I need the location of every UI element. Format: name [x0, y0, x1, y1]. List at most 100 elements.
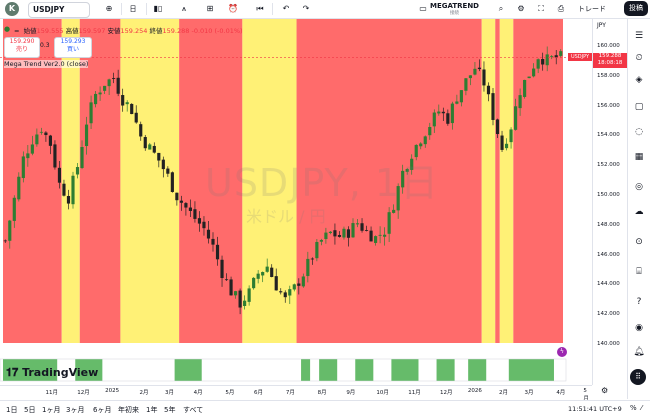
trend-zone-bull	[242, 19, 297, 343]
help-icon[interactable]: ?	[636, 297, 642, 307]
clock-label[interactable]: 11:51:41 UTC+9	[568, 405, 622, 413]
lightning-icon[interactable]: ϟ	[557, 347, 567, 357]
search-icon[interactable]: ⌕	[498, 4, 504, 13]
time-tick-label: 8月	[317, 390, 327, 396]
axis-settings-icon[interactable]: ⚙	[601, 386, 609, 395]
trade-button[interactable]: トレード	[578, 5, 606, 13]
ideas-bulb-icon[interactable]: ◌	[635, 127, 643, 137]
timeframe-button[interactable]: 日	[129, 5, 137, 13]
post-button[interactable]: 投稿	[624, 1, 648, 16]
candle-down	[66, 195, 71, 204]
range-button[interactable]: 5日	[24, 406, 36, 414]
calendar-icon[interactable]: ▦	[634, 152, 644, 162]
last-symbol-tag: USDJPY	[568, 53, 592, 61]
trend-zone-bull	[61, 19, 80, 343]
replay-icon[interactable]: ⏮	[256, 4, 264, 13]
range-button[interactable]: 5年	[164, 406, 176, 414]
right-sidebar	[627, 19, 650, 399]
screener-icon[interactable]: ⌸	[636, 267, 642, 277]
candle-down	[364, 230, 369, 231]
candle-up	[107, 79, 111, 87]
watchlist-icon[interactable]: ☰	[634, 31, 644, 41]
apps-grid-icon[interactable]: ⠿	[630, 369, 646, 385]
lower-indicator-bar	[319, 359, 338, 381]
notification-bell-icon[interactable]: 🔔︎	[633, 347, 645, 357]
alert-clock-icon[interactable]: ⏰	[228, 4, 238, 13]
range-button[interactable]: 6ヶ月	[93, 406, 112, 414]
candle-type-icon[interactable]: ▮▯	[153, 4, 163, 13]
templates-grid-icon[interactable]: ⊞	[206, 4, 214, 13]
candle-down	[441, 111, 445, 114]
range-button[interactable]: 1日	[6, 406, 18, 414]
lower-gap	[242, 343, 297, 361]
candle-down	[500, 135, 504, 150]
trend-zone-bear	[495, 19, 500, 343]
profile-avatar[interactable]: K	[5, 2, 19, 16]
indicators-chart-icon[interactable]: ⩚	[181, 4, 187, 13]
candle-down	[121, 95, 125, 106]
candle-down	[48, 135, 52, 146]
candle-down	[152, 145, 156, 153]
settings-gear-icon[interactable]: ⚙	[517, 4, 525, 13]
range-button[interactable]: 1年	[146, 406, 158, 414]
candle-down	[175, 192, 179, 201]
sell-button[interactable]: 159.290 売り	[4, 37, 40, 58]
layout-icon[interactable]: ▭	[419, 4, 427, 13]
layers-icon[interactable]: ◈	[635, 75, 643, 85]
signal-icon[interactable]: ◎	[635, 182, 643, 192]
candle-up	[423, 136, 427, 145]
fullscreen-icon[interactable]: ⛶	[538, 4, 544, 13]
indicator-label[interactable]: Mega Trend Ver2.0 (close)	[4, 60, 89, 68]
time-axis[interactable]: 11月 12月 2025 2月 3月 4月 5月 6月 7月 8月 9月 10月 11月 12月 2026 2…	[0, 385, 592, 402]
candle-down	[360, 223, 364, 231]
open-value: 159.555	[36, 27, 64, 35]
range-button[interactable]: 年初来	[118, 406, 139, 414]
candle-up	[387, 212, 391, 234]
buy-button[interactable]: 159.293 買い	[54, 37, 92, 58]
lower-indicator-bar	[468, 359, 487, 381]
candle-up	[288, 289, 292, 296]
candle-down	[477, 67, 482, 70]
radar-icon[interactable]: ⊙	[635, 237, 643, 247]
range-button[interactable]: 3ヶ月	[66, 406, 85, 414]
log-toggle[interactable]: ⁄	[641, 404, 643, 412]
price-chart-svg[interactable]	[0, 19, 592, 385]
candle-up	[523, 79, 527, 97]
chart-area[interactable]	[0, 19, 592, 399]
candle-up	[26, 153, 30, 159]
candle-up	[355, 223, 360, 225]
camera-icon[interactable]: ⎙	[557, 4, 565, 13]
candle-down	[215, 244, 220, 260]
price-tick-label: 154.000	[597, 132, 620, 139]
candle-up	[125, 102, 129, 105]
candle-up	[306, 258, 310, 277]
top-toolbar	[0, 0, 650, 19]
community-icon[interactable]: ☁	[634, 207, 644, 217]
candle-up	[401, 170, 405, 188]
collapse-legend-icon[interactable]: ●	[4, 25, 11, 33]
lower-gap	[481, 343, 496, 361]
symbol-search-input[interactable]: USDJPY	[28, 2, 90, 18]
price-tick-label: 146.000	[597, 251, 620, 258]
candle-up	[459, 90, 463, 103]
tv-logo-text: TradingView	[22, 366, 99, 379]
chat-icon[interactable]: ▢	[634, 102, 644, 112]
candle-down	[333, 230, 337, 237]
candle-down	[62, 183, 66, 196]
currency-label: JPY	[597, 22, 606, 29]
candle-down	[346, 229, 351, 238]
redo-icon[interactable]: ↷	[302, 4, 310, 13]
price-axis[interactable]: 160.000 158.000 156.000 154.000 152.000 150.0…	[592, 19, 628, 385]
undo-icon[interactable]: ↶	[282, 4, 290, 13]
percent-toggle[interactable]: %	[630, 404, 637, 412]
broadcast-icon[interactable]: ◉	[635, 323, 643, 333]
candle-up	[392, 209, 396, 213]
candle-down	[482, 69, 486, 86]
range-button[interactable]: 1ヶ月	[42, 406, 61, 414]
range-button[interactable]: すべて	[183, 406, 204, 414]
candle-up	[12, 197, 16, 221]
alert-clock-icon[interactable]: ⏲	[635, 53, 643, 63]
tradingview-logo[interactable]: 𝟏𝟕 TradingView	[6, 366, 98, 380]
brand-label[interactable]: MEGATREND 接続	[430, 2, 479, 18]
add-symbol-icon[interactable]: ⊕	[105, 4, 113, 13]
